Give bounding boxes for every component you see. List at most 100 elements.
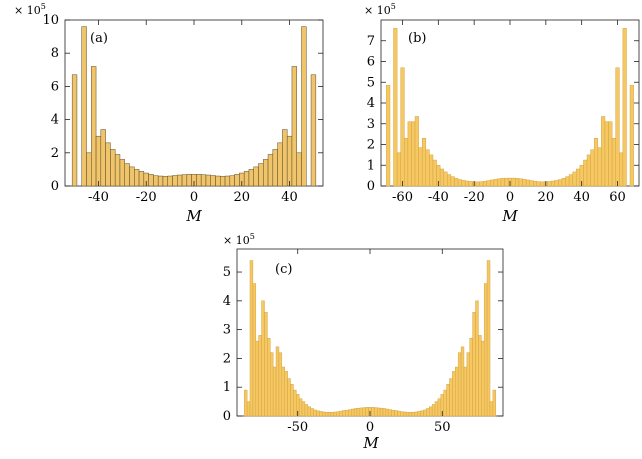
histogram-bar	[114, 154, 121, 187]
histogram-bar	[497, 178, 502, 187]
histogram-bar	[124, 163, 130, 187]
histogram-bar	[253, 166, 259, 187]
histogram-bar	[479, 181, 484, 187]
histogram-bar	[486, 180, 491, 187]
histogram-bar	[200, 174, 207, 187]
histogram-bar	[105, 142, 111, 187]
histogram-bar	[371, 407, 375, 417]
histogram-bar	[310, 408, 314, 417]
panel-c-bars	[243, 260, 497, 417]
histogram-bar	[248, 169, 254, 187]
histogram-bar	[475, 300, 479, 417]
histogram-bar	[464, 180, 470, 187]
histogram-bar	[486, 260, 491, 417]
histogram-bar	[307, 406, 311, 417]
histogram-bar	[298, 398, 303, 417]
histogram-bar	[615, 67, 620, 187]
histogram-bar	[229, 175, 235, 187]
histogram-bar	[418, 147, 423, 187]
y-tick-label: 3	[367, 117, 375, 132]
histogram-bar	[277, 142, 283, 187]
histogram-bar	[439, 168, 444, 187]
panel-b-bars	[386, 28, 634, 187]
y-tick-label: 4	[223, 294, 231, 309]
histogram-bar	[286, 135, 293, 187]
x-tick-label: 50	[434, 420, 451, 435]
histogram-bar	[411, 412, 416, 417]
panel-b: -60 -40 -20 0 20 40 60 0 1 2 3 4 5 6 7 (b) × 105 M	[364, 2, 640, 225]
histogram-bar	[437, 398, 442, 417]
histogram-bar	[400, 411, 404, 417]
histogram-bar	[119, 159, 125, 187]
histogram-bar	[324, 412, 329, 417]
histogram-bar	[434, 401, 439, 417]
histogram-bar	[275, 346, 280, 417]
histogram-bar	[604, 121, 609, 187]
histogram-bar	[258, 163, 264, 187]
panel-b-axes: -60 -40 -20 0 20 40 60 0 1 2 3 4 5 6 7	[367, 20, 639, 205]
histogram-bar	[330, 412, 335, 417]
panel-a-axes: -40 -20 0 20 40 0 2 4 6 8 10	[42, 13, 323, 205]
panel-a-xlabel: M	[185, 207, 202, 225]
histogram-bar	[313, 409, 317, 417]
histogram-bar	[608, 121, 613, 187]
histogram-bar	[561, 178, 566, 187]
histogram-bar	[263, 159, 269, 187]
histogram-bar	[405, 412, 410, 417]
panel-a-label: (a)	[90, 31, 108, 46]
histogram-bar	[423, 409, 427, 417]
histogram-bar	[565, 176, 570, 187]
histogram-bar	[272, 366, 277, 417]
histogram-bar	[234, 174, 240, 187]
histogram-bar	[429, 406, 433, 417]
histogram-bar	[518, 178, 523, 187]
histogram-bar	[100, 129, 106, 187]
histogram-bar	[220, 176, 226, 187]
histogram-bar	[91, 66, 97, 187]
histogram-bar	[489, 401, 494, 417]
x-tick-label: 0	[190, 190, 198, 205]
histogram-bar	[460, 346, 465, 417]
histogram-bar	[483, 283, 488, 417]
histogram-bar	[408, 412, 413, 417]
histogram-bar	[272, 149, 278, 187]
y-tick-label: 7	[367, 34, 375, 49]
histogram-bar	[310, 74, 317, 187]
histogram-bar	[533, 180, 538, 187]
histogram-bar	[417, 411, 421, 417]
histogram-bar	[186, 174, 192, 187]
histogram-bar	[475, 181, 480, 187]
x-tick-label: 0	[506, 190, 514, 205]
histogram-bar	[404, 138, 409, 187]
histogram-bar	[431, 404, 436, 417]
y-tick-label: 1	[367, 158, 375, 173]
histogram-bar	[359, 407, 364, 417]
histogram-bar	[411, 121, 416, 187]
histogram-bar	[568, 174, 573, 187]
histogram-bar	[342, 410, 346, 417]
histogram-bar	[336, 411, 340, 417]
histogram-bar	[397, 410, 401, 417]
histogram-bar	[452, 371, 456, 417]
histogram-bar	[95, 135, 102, 187]
y-tick-label: 2	[223, 351, 231, 366]
histogram-bar	[258, 335, 262, 417]
histogram-bar	[264, 312, 268, 417]
histogram-bar	[449, 378, 453, 417]
panel-b-label: (b)	[408, 31, 426, 46]
histogram-bar	[468, 181, 473, 187]
histogram-bar	[576, 168, 581, 187]
histogram-bar	[394, 410, 398, 417]
histogram-bar	[590, 149, 595, 187]
histogram-bar	[466, 352, 470, 417]
panel-a-scale-label: × 105	[14, 2, 46, 17]
histogram-bar	[400, 67, 405, 187]
x-tick-label: 40	[281, 190, 298, 205]
x-tick-label: -40	[428, 190, 449, 205]
histogram-bar	[157, 175, 164, 187]
panel-c-scale-label: × 105	[223, 232, 255, 247]
histogram-bar	[181, 174, 188, 187]
histogram-bar	[278, 352, 283, 417]
histogram-bar	[511, 177, 516, 187]
histogram-bar	[255, 340, 259, 417]
